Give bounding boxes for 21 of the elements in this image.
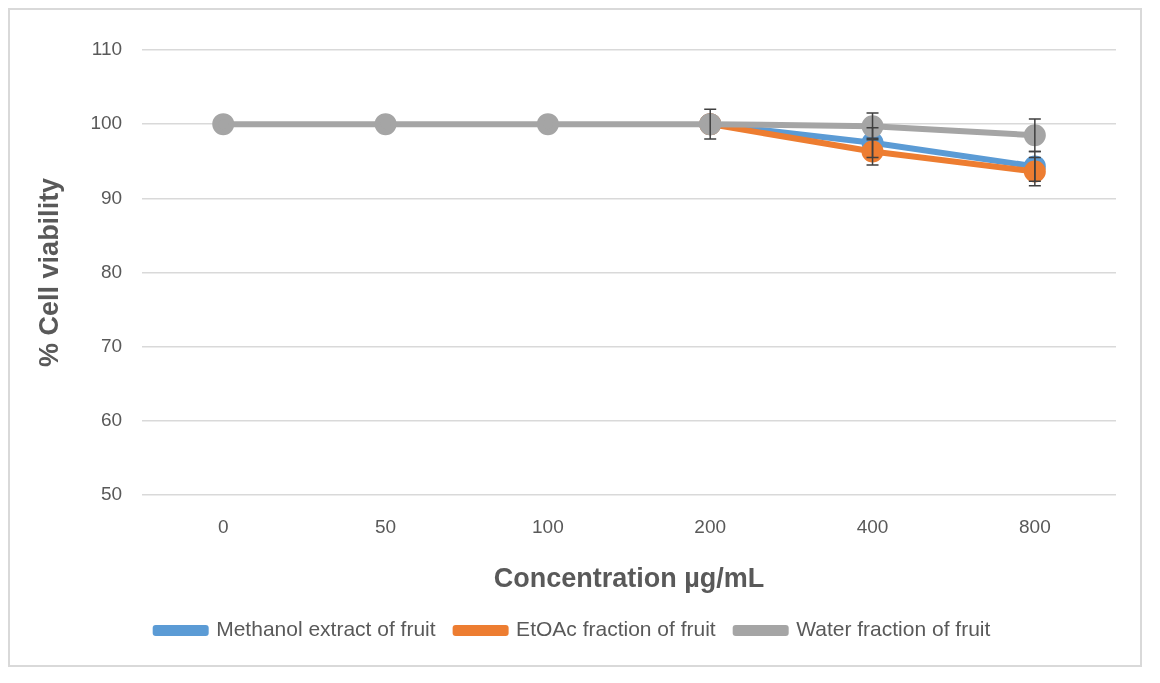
y-tick-label: 100 [90,112,123,134]
y-tick-label: 110 [91,38,123,60]
y-axis-title: % Cell viability [33,177,64,367]
legend-label: Water fraction of fruit [796,617,991,641]
x-tick-label: 200 [694,516,727,538]
y-tick-label: 70 [100,334,123,356]
point [374,113,397,136]
x-tick-label: 50 [375,516,397,538]
point [536,113,559,136]
x-tick-label: 100 [532,516,564,538]
y-tick-label: 80 [100,260,123,282]
y-tick-label: 50 [100,483,123,505]
legend-label: EtOAc fraction of fruit [516,617,716,641]
point [212,113,235,136]
x-tick-label: 800 [1018,516,1051,538]
x-tick-label: 0 [217,516,229,538]
x-axis-title: Concentration µg/mL [493,563,765,594]
y-tick-label: 60 [100,408,123,430]
y-tick-label: 90 [100,186,123,208]
legend-label: Methanol extract of fruit [216,617,436,641]
x-tick-label: 400 [856,516,889,538]
